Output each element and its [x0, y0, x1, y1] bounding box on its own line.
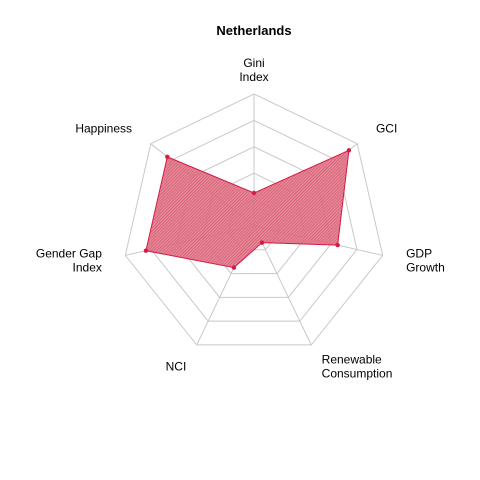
axis-label-line: Index: [239, 70, 268, 84]
axis-label-line: GCI: [376, 122, 397, 136]
axis-label-line: Growth: [406, 261, 445, 275]
axis-label-3: Renewable Consumption: [322, 353, 393, 381]
axis-label-line: NCI: [166, 360, 187, 374]
axis-label-line: Gini: [243, 56, 264, 70]
axis-label-line: Index: [73, 261, 102, 275]
data-point-3: [259, 240, 265, 245]
data-point-6: [165, 154, 170, 160]
axis-label-2: GDP Growth: [406, 247, 445, 275]
data-point-2: [335, 242, 340, 248]
data-point-0: [251, 190, 257, 196]
axis-label-line: Renewable: [322, 353, 382, 367]
axis-label-line: Consumption: [322, 367, 393, 381]
axis-label-5: Gender Gap Index: [36, 247, 102, 275]
axis-label-4: NCI: [166, 360, 187, 374]
chart-title: Netherlands: [216, 23, 291, 38]
data-area: [145, 149, 350, 269]
axis-label-line: Happiness: [75, 122, 132, 136]
axis-label-0: Gini Index: [239, 56, 268, 84]
axis-label-line: Gender Gap: [36, 247, 102, 261]
grid-ring-5: [124, 93, 384, 346]
radar-series: [143, 148, 352, 270]
data-point-1: [346, 148, 352, 153]
data-point-5: [143, 248, 149, 253]
axis-label-1: GCI: [376, 122, 397, 136]
axis-label-line: GDP: [406, 247, 432, 261]
data-point-4: [231, 265, 237, 270]
grid-spoke-3: [253, 225, 312, 346]
axis-label-6: Happiness: [75, 122, 132, 136]
